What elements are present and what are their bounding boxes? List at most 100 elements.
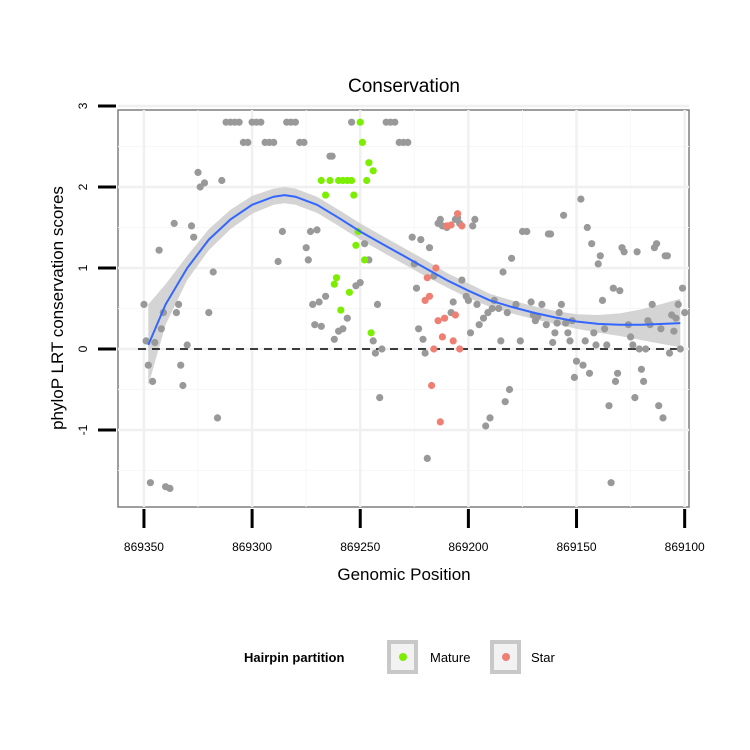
point-other (583, 223, 591, 232)
grid-lines (118, 104, 689, 507)
point-other (149, 377, 157, 385)
point-other (523, 227, 531, 236)
point-other (415, 325, 423, 333)
point-other (419, 335, 427, 343)
point-other (235, 118, 243, 126)
point-other (274, 257, 282, 266)
point-other (417, 236, 425, 244)
point-mature (332, 274, 341, 282)
point-star (449, 337, 457, 345)
point-other (151, 338, 159, 347)
point-other (425, 244, 434, 252)
point-other (205, 309, 213, 317)
point-other (601, 325, 609, 333)
point-other (302, 244, 310, 252)
point-other (146, 479, 154, 487)
point-other (423, 454, 431, 462)
point-other (218, 176, 226, 185)
point-other (473, 300, 481, 308)
point-other (328, 152, 336, 160)
point-star (428, 381, 436, 390)
point-star (456, 345, 464, 353)
point-other (616, 287, 624, 295)
point-other (627, 333, 635, 341)
point-other (449, 298, 457, 306)
point-other (560, 211, 568, 219)
point-other (681, 309, 689, 317)
point-other (676, 345, 684, 353)
point-other (322, 292, 330, 300)
point-star (432, 264, 440, 272)
point-other (373, 300, 382, 308)
point-other (475, 321, 483, 329)
point-other (306, 227, 315, 236)
point-other (175, 300, 183, 308)
y-axis-title: phyloP LRT conservation scores (48, 186, 67, 430)
point-other (672, 314, 680, 322)
y-tick-label: 3 (76, 102, 90, 109)
point-other (369, 337, 377, 345)
point-other (547, 230, 555, 238)
point-other (200, 179, 209, 187)
point-mature (345, 288, 353, 296)
point-other (663, 252, 672, 260)
point-other (170, 219, 178, 227)
legend: Hairpin partition Mature Star (244, 640, 556, 674)
x-tick-label: 869150 (557, 540, 597, 554)
point-other (315, 298, 323, 306)
point-other (408, 233, 416, 241)
point-other (499, 268, 507, 276)
point-other (356, 279, 364, 287)
y-tick-label: 0 (76, 345, 90, 352)
point-mature (356, 118, 364, 126)
point-other (458, 276, 466, 284)
point-mature (361, 256, 369, 264)
smooth-trend-line (147, 194, 681, 346)
x-axis: 869350 869300 869250 869200 869150 869100 (124, 509, 705, 554)
point-other (607, 479, 615, 487)
point-mature (365, 159, 373, 167)
point-other (549, 338, 557, 347)
point-other (436, 215, 444, 223)
point-other (670, 327, 678, 335)
y-tick-label: 1 (76, 264, 90, 271)
point-other (466, 329, 475, 337)
point-other (596, 252, 604, 260)
point-star (441, 314, 449, 322)
point-star (434, 317, 442, 325)
x-tick-label: 869200 (448, 540, 488, 554)
point-other (674, 300, 682, 308)
data-points (140, 118, 689, 492)
point-mature (326, 176, 334, 185)
point-other (479, 314, 488, 322)
point-mature (350, 191, 358, 199)
x-tick-label: 869350 (124, 540, 164, 554)
x-tick-label: 869250 (340, 540, 380, 554)
x-tick-label: 869300 (232, 540, 272, 554)
point-star (423, 274, 431, 282)
point-other (503, 309, 511, 317)
point-mature (322, 191, 330, 199)
point-other (640, 377, 648, 385)
point-other (179, 381, 187, 390)
point-other (642, 345, 650, 353)
point-mature (369, 167, 377, 175)
point-mature (348, 176, 356, 185)
point-other (412, 284, 421, 292)
point-other (309, 300, 317, 308)
point-other (300, 138, 308, 146)
point-other (508, 254, 516, 262)
point-other (404, 138, 412, 146)
point-other (495, 304, 503, 313)
point-other (497, 337, 505, 345)
point-other (609, 284, 617, 292)
point-other (572, 357, 581, 365)
point-other (538, 300, 546, 308)
point-other (512, 300, 520, 308)
point-other (209, 268, 217, 276)
point-other (655, 402, 663, 410)
point-other (257, 118, 265, 126)
point-other (657, 325, 665, 333)
point-other (633, 248, 641, 256)
